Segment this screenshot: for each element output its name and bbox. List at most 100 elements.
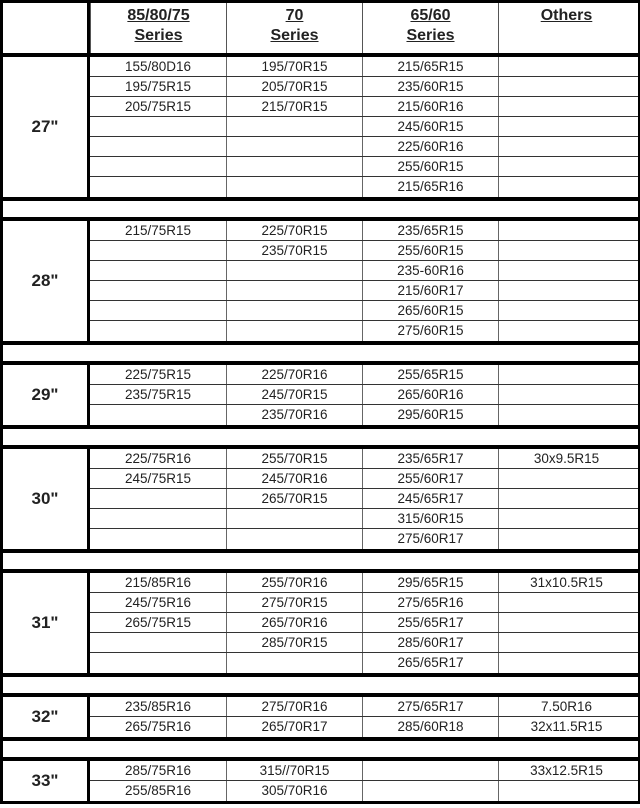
table-cell: [362, 761, 498, 780]
table-cell: [498, 509, 634, 528]
table-cell: 255/65R15: [362, 365, 498, 384]
table-cell: 245/75R15: [124, 471, 192, 486]
size-group: 31" 215/85R16 255/70R16 295/65R15 31x10.5R15…: [3, 573, 638, 673]
table-cell: 255/70R15: [226, 449, 362, 468]
table-cell: [90, 301, 226, 320]
size-rows: 225/75R15 225/70R16 255/65R15 235/75R15 245/…: [90, 365, 638, 425]
table-cell: 31x10.5R15: [498, 573, 634, 592]
table-cell: [226, 281, 362, 300]
table-cell: [498, 117, 634, 136]
table-row: 255/85R16 305/70R16: [90, 781, 638, 801]
table-cell: 155/80D16: [124, 59, 192, 74]
group-separator: [3, 677, 638, 693]
table-cell: 275/60R15: [362, 321, 498, 341]
table-cell: 275/70R16: [226, 697, 362, 716]
table-row: 245/60R15: [90, 117, 638, 137]
table-cell: 7.50R16: [498, 697, 634, 716]
table-cell: [498, 261, 634, 280]
size-rows: 215/75R15 225/70R15 235/65R15 235/70R15 255/…: [90, 221, 638, 341]
table-cell: [498, 365, 634, 384]
group-separator: [3, 201, 638, 217]
table-cell: 285/75R16: [124, 763, 192, 778]
header-label: Series: [134, 27, 183, 44]
table-cell: [498, 593, 634, 612]
table-row: 225/60R16: [90, 137, 638, 157]
table-row: 205/75R15 215/70R15 215/60R16: [90, 97, 638, 117]
table-cell: 215/85R16: [124, 575, 192, 590]
table-cell: [226, 321, 362, 341]
table-cell: [90, 137, 226, 156]
table-row: 255/60R15: [90, 157, 638, 177]
table-cell: 315/60R15: [362, 509, 498, 528]
table-cell: [498, 57, 634, 76]
table-row: 265/60R15: [90, 301, 638, 321]
table-row: 215/85R16 255/70R16 295/65R15 31x10.5R15: [90, 573, 638, 593]
table-row: 265/70R15 245/65R17: [90, 489, 638, 509]
table-cell: 235-60R16: [362, 261, 498, 280]
table-cell: 225/70R15: [226, 221, 362, 240]
size-rows: 285/75R16 315//70R15 33x12.5R15 255/85R16 30…: [90, 761, 638, 801]
table-cell: 33x12.5R15: [498, 761, 634, 780]
table-cell: 255/60R17: [362, 469, 498, 488]
table-cell: [498, 157, 634, 176]
table-cell: [226, 529, 362, 549]
table-body: 27" 155/80D16 195/70R15 215/65R15 195/75R15 2…: [3, 57, 638, 801]
table-cell: 275/65R16: [362, 593, 498, 612]
table-cell: 255/65R17: [362, 613, 498, 632]
table-cell: 275/60R17: [362, 529, 498, 549]
table-cell: 215/70R15: [226, 97, 362, 116]
table-cell: 265/75R15: [124, 615, 192, 630]
group-separator: [3, 429, 638, 445]
table-cell: [90, 241, 226, 260]
table-cell: [498, 529, 634, 549]
table-cell: 235/75R15: [124, 387, 192, 402]
table-cell: 195/70R15: [226, 57, 362, 76]
table-cell: [226, 261, 362, 280]
header-label: Others: [540, 7, 593, 24]
header-size-cell: [3, 3, 90, 53]
table-cell: 235/65R15: [362, 221, 498, 240]
table-cell: [226, 157, 362, 176]
table-cell: [90, 281, 226, 300]
header-85-80-75-series: 85/80/75 Series: [90, 3, 226, 53]
table-row: 215/60R17: [90, 281, 638, 301]
table-cell: 245/70R16: [226, 469, 362, 488]
table-row: 265/75R15 265/70R16 255/65R17: [90, 613, 638, 633]
table-cell: [498, 653, 634, 673]
table-cell: [498, 97, 634, 116]
header-label: Series: [270, 27, 319, 44]
table-cell: 245/75R16: [124, 595, 192, 610]
tire-diameter-label: 27": [3, 57, 90, 197]
table-row: 235-60R16: [90, 261, 638, 281]
table-cell: 265/70R17: [226, 717, 362, 737]
table-cell: [498, 385, 634, 404]
table-cell: [362, 781, 498, 801]
table-row: 225/75R15 225/70R16 255/65R15: [90, 365, 638, 385]
table-cell: [498, 321, 634, 341]
table-cell: [90, 261, 226, 280]
tire-diameter-label: 31": [3, 573, 90, 673]
table-cell: 225/75R16: [124, 451, 192, 466]
table-row: 285/70R15 285/60R17: [90, 633, 638, 653]
table-cell: 235/85R16: [124, 699, 192, 714]
table-row: 265/65R17: [90, 653, 638, 673]
table-cell: 265/60R16: [362, 385, 498, 404]
table-cell: 265/70R15: [226, 489, 362, 508]
header-label: 85/80/75: [127, 7, 190, 24]
table-cell: 245/70R15: [226, 385, 362, 404]
table-header: 85/80/75 Series 70 Series 65/60 Series O…: [3, 3, 638, 53]
size-group: 32" 235/85R16 275/70R16 275/65R17 7.50R16 265…: [3, 697, 638, 737]
tire-diameter-label: 29": [3, 365, 90, 425]
table-cell: [498, 241, 634, 260]
table-cell: 275/70R15: [226, 593, 362, 612]
table-cell: [226, 177, 362, 197]
table-cell: 195/75R15: [124, 79, 192, 94]
table-cell: [498, 469, 634, 488]
group-separator: [3, 345, 638, 361]
size-group: 28" 215/75R15 225/70R15 235/65R15 235/70R15 2…: [3, 221, 638, 341]
table-cell: 235/60R15: [362, 77, 498, 96]
table-cell: [90, 489, 226, 508]
group-separator: [3, 553, 638, 569]
size-group: 29" 225/75R15 225/70R16 255/65R15 235/75R15 2…: [3, 365, 638, 425]
